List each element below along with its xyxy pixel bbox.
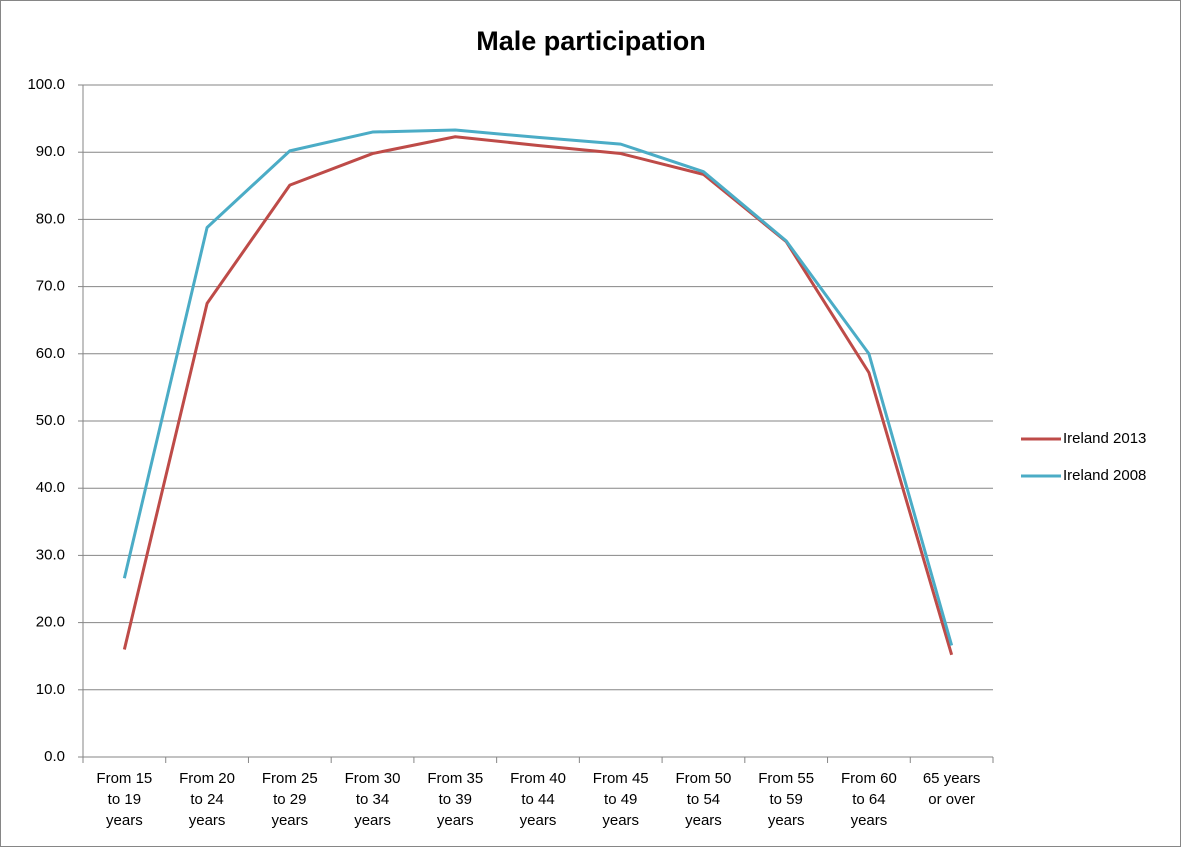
- x-tick-label: From 40 to 44 years: [510, 770, 566, 829]
- x-tick-label: From 60 to 64 years: [840, 770, 897, 829]
- x-tick-label: From 20 to 24 years: [179, 770, 235, 829]
- y-tick-label: 70.0: [36, 278, 65, 295]
- data-line: [122, 128, 954, 646]
- x-tick-label: From 35 to 39 years: [427, 770, 484, 829]
- y-tick-label: 60.0: [36, 345, 65, 362]
- chart-title: Male participation: [476, 26, 706, 56]
- x-tick-label: From 55 to 59 years: [758, 770, 815, 829]
- y-tick-label: 20.0: [36, 614, 65, 631]
- x-tick-label: From 25 to 29 years: [261, 770, 318, 829]
- legend-label: Ireland 2013: [1063, 430, 1146, 447]
- y-tick-label: 80.0: [36, 210, 65, 227]
- data-line: [122, 135, 954, 656]
- y-tick-label: 100.0: [27, 76, 65, 93]
- x-tick-label: From 15 to 19 years: [96, 770, 153, 829]
- y-tick-label: 30.0: [36, 546, 65, 563]
- y-tick-label: 90.0: [36, 143, 65, 160]
- y-tick-label: 0.0: [44, 748, 65, 765]
- legend-label: Ireland 2008: [1063, 467, 1146, 484]
- y-tick-label: 50.0: [36, 412, 65, 429]
- x-tick-label: 65 years or over: [922, 770, 981, 808]
- y-tick-label: 40.0: [36, 479, 65, 496]
- x-tick-label: From 45 to 49 years: [592, 770, 649, 829]
- x-tick-label: From 30 to 34 years: [344, 770, 401, 829]
- x-tick-label: From 50 to 54 years: [675, 770, 732, 829]
- y-tick-label: 10.0: [36, 681, 65, 698]
